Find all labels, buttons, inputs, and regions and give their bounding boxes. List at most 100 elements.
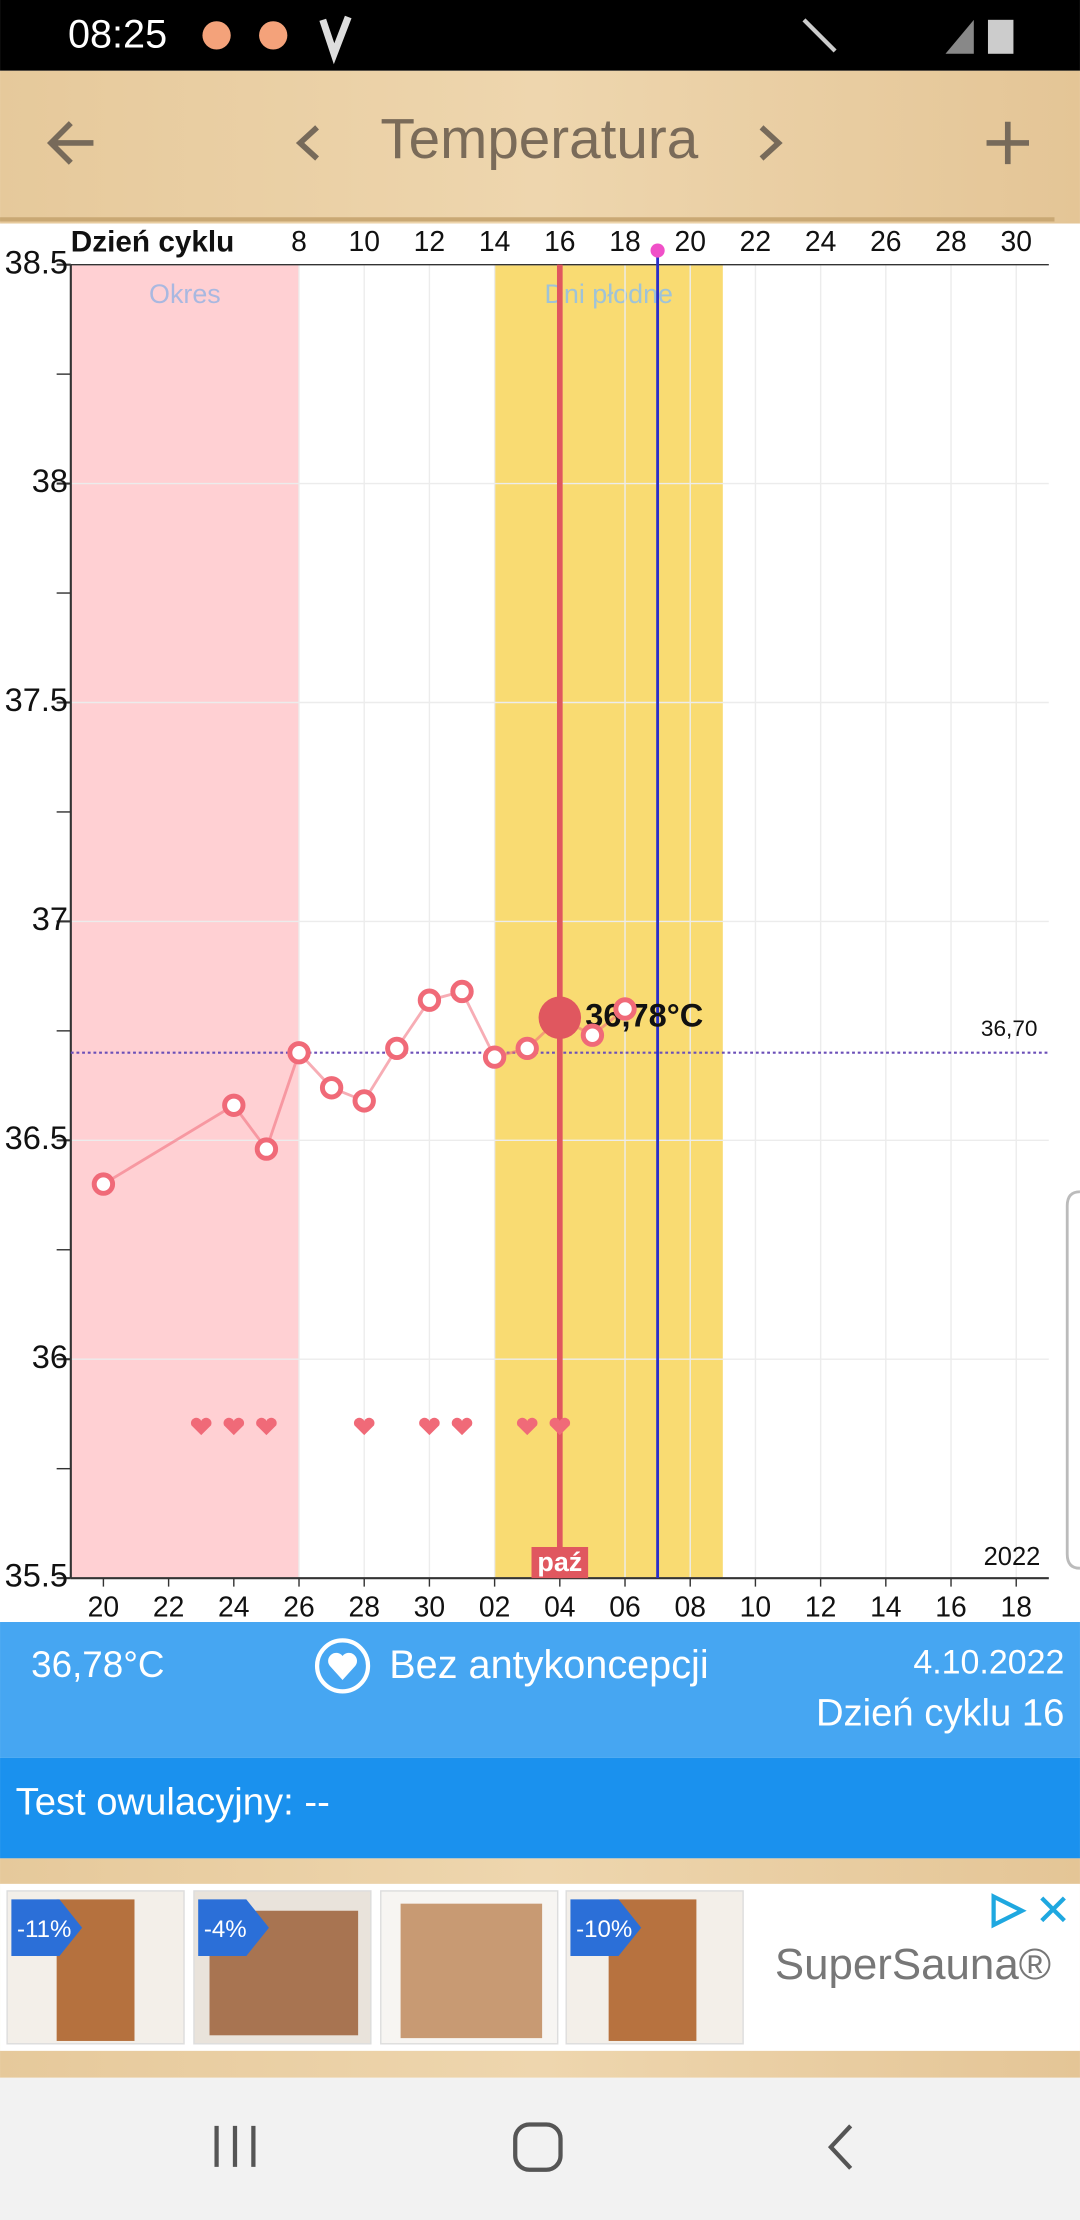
x-tick-label: 18 bbox=[1000, 1591, 1031, 1623]
intercourse-heart bbox=[516, 1417, 538, 1436]
app-header bbox=[0, 70, 1080, 224]
temperature-point bbox=[222, 1093, 246, 1117]
temperature-point bbox=[515, 1036, 539, 1061]
add-button[interactable] bbox=[986, 121, 1030, 165]
cycle-day-label: 16 bbox=[544, 225, 575, 257]
y-tick-label: 38 bbox=[32, 463, 68, 499]
temperature-point bbox=[613, 997, 637, 1021]
x-tick-label: 20 bbox=[88, 1591, 119, 1623]
ad-discount: -4% bbox=[204, 1916, 247, 1943]
cycle-day-label: 30 bbox=[1000, 225, 1031, 257]
clock: 08:25 bbox=[68, 12, 167, 56]
x-tick-label: 16 bbox=[935, 1591, 966, 1623]
cycle-day-label: 20 bbox=[674, 225, 705, 257]
temperature-point bbox=[352, 1089, 376, 1113]
cycle-day-label: 28 bbox=[935, 225, 966, 257]
screen-title: Temperatura bbox=[380, 107, 698, 170]
temperature-point bbox=[91, 1172, 116, 1196]
ad-tag bbox=[11, 1899, 83, 1957]
x-tick-label: 08 bbox=[674, 1591, 705, 1623]
summary-cycle-day: Dzień cyklu 16 bbox=[816, 1692, 1064, 1735]
band-label: Dni płodne bbox=[544, 279, 673, 309]
ovulation-dot bbox=[650, 243, 665, 258]
temperature-point bbox=[385, 1036, 409, 1061]
y-tick-label: 36 bbox=[32, 1339, 68, 1375]
month-label: paź bbox=[537, 1547, 582, 1577]
temperature-point bbox=[254, 1137, 279, 1161]
ovulation-test-row[interactable] bbox=[0, 1757, 1080, 1859]
value-label: 36,78°C bbox=[585, 997, 703, 1033]
summary-temperature: 36,78°C bbox=[31, 1644, 164, 1685]
nav-bar bbox=[0, 2077, 1080, 2220]
ad-brand: SuperSauna® bbox=[775, 1940, 1051, 1989]
y-tick-label: 36.5 bbox=[5, 1120, 68, 1156]
contraception-icon bbox=[314, 1638, 371, 1694]
intercourse-heart bbox=[451, 1417, 473, 1436]
cycle-day-label: 22 bbox=[740, 225, 771, 257]
x-tick-label: 30 bbox=[414, 1591, 445, 1623]
temperature-point bbox=[417, 988, 442, 1012]
intercourse-heart bbox=[190, 1417, 212, 1436]
ad-discount: -11% bbox=[17, 1916, 71, 1943]
cycle-day-label: 26 bbox=[870, 225, 901, 257]
x-tick-label: 12 bbox=[805, 1591, 836, 1623]
cycle-day-label: 12 bbox=[414, 225, 445, 257]
intercourse-heart bbox=[419, 1417, 440, 1436]
ad-close[interactable] bbox=[1040, 1896, 1066, 1923]
cycle-day-label: 8 bbox=[291, 225, 307, 257]
month-label-bg bbox=[531, 1546, 589, 1579]
band-label: Okres bbox=[149, 279, 221, 309]
y-tick-label: 35.5 bbox=[5, 1558, 68, 1594]
selected-point bbox=[538, 996, 582, 1039]
previous-button[interactable] bbox=[295, 125, 319, 161]
status-bar bbox=[0, 0, 1080, 71]
recents-button[interactable] bbox=[214, 2125, 256, 2167]
y-tick-label: 38.5 bbox=[5, 244, 68, 280]
summary-date: 4.10.2022 bbox=[913, 1643, 1064, 1681]
x-tick-label: 22 bbox=[153, 1591, 184, 1623]
cycle-day-label: 18 bbox=[609, 225, 640, 257]
home-button[interactable] bbox=[513, 2122, 563, 2172]
x-tick-label: 04 bbox=[544, 1591, 575, 1623]
x-tick-label: 24 bbox=[218, 1591, 249, 1623]
cycle-day-label: 10 bbox=[348, 225, 379, 257]
status-icons bbox=[202, 15, 1014, 65]
ad-tag bbox=[570, 1899, 642, 1957]
system-back-button[interactable] bbox=[827, 2124, 853, 2170]
ad-info[interactable] bbox=[991, 1893, 1027, 1929]
x-axis-label: Dzień cyklu bbox=[71, 225, 235, 258]
cover-line-label: 36,70 bbox=[981, 1016, 1038, 1041]
cycle-day-label: 14 bbox=[479, 225, 510, 257]
summary-contraception: Bez antykoncepcji bbox=[389, 1643, 708, 1687]
summary-panel bbox=[0, 1622, 1080, 1758]
y-tick-label: 37 bbox=[32, 901, 68, 937]
intercourse-heart bbox=[256, 1417, 277, 1436]
temperature-point bbox=[482, 1045, 507, 1069]
y-tick-label: 37.5 bbox=[5, 682, 68, 718]
temperature-point bbox=[450, 979, 474, 1004]
ovulation-test: Test owulacyjny: -- bbox=[16, 1781, 330, 1824]
side-handle[interactable] bbox=[1065, 1190, 1080, 1570]
intercourse-heart bbox=[223, 1417, 245, 1436]
x-tick-label: 02 bbox=[479, 1591, 510, 1623]
ad-tags: -11% -4% -10% bbox=[11, 1899, 642, 1957]
x-tick-label: 28 bbox=[348, 1591, 379, 1623]
chart: Okres Dni płodne 35.5 36 36.5 37 37.5 38 38.5Dzi… bbox=[5, 225, 1049, 1623]
back-button[interactable] bbox=[46, 121, 94, 165]
temperature-point bbox=[287, 1041, 311, 1065]
x-tick-label: 14 bbox=[870, 1591, 901, 1623]
intercourse-heart bbox=[549, 1417, 571, 1436]
x-tick-label: 26 bbox=[283, 1591, 314, 1623]
ad-tag bbox=[198, 1899, 269, 1957]
year-label: 2022 bbox=[984, 1543, 1041, 1571]
intercourse-heart bbox=[353, 1417, 375, 1436]
next-button[interactable] bbox=[759, 125, 783, 161]
cycle-day-label: 24 bbox=[805, 225, 836, 257]
temperature-point bbox=[319, 1076, 344, 1100]
temperature-point bbox=[580, 1023, 605, 1047]
x-tick-label: 10 bbox=[740, 1591, 771, 1623]
ad-discount: -10% bbox=[576, 1916, 632, 1943]
heart-icon bbox=[328, 1652, 357, 1681]
